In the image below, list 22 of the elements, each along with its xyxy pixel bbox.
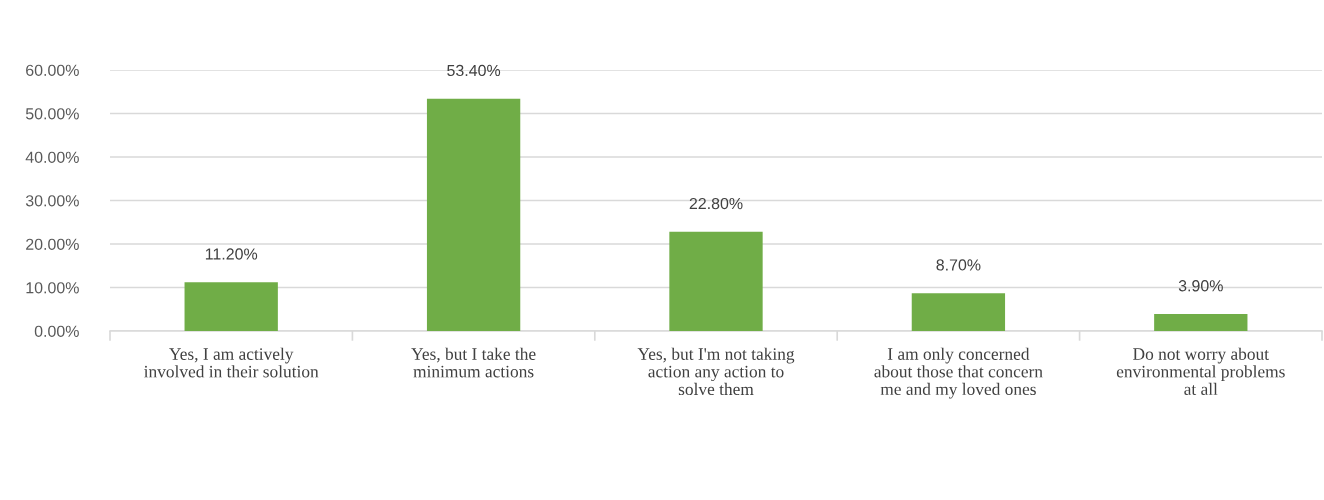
- bar: [911, 293, 1006, 331]
- x-tick-label: Yes, but I'm not taking action any action to solve them: [637, 347, 795, 396]
- data-label: 3.90%: [1178, 280, 1223, 292]
- y-tick-label: 10.00%: [26, 282, 79, 294]
- bar: [1154, 314, 1248, 331]
- y-tick-label: 30.00%: [25, 195, 79, 207]
- data-label: 53.40%: [447, 64, 501, 77]
- y-tick-label: 0.00%: [34, 325, 79, 337]
- x-tick-label: Yes, I am actively involved in their solution: [144, 347, 319, 378]
- data-label: 22.80%: [689, 197, 743, 210]
- x-tick-label: Do not worry about environmental problems at all: [1116, 347, 1285, 396]
- bar: [426, 98, 521, 331]
- data-label: 11.20%: [205, 248, 258, 260]
- y-tick-label: 40.00%: [25, 151, 79, 163]
- y-tick-label: 50.00%: [25, 108, 79, 120]
- x-tick-label: Yes, but I take the minimum actions: [411, 347, 536, 378]
- bar: [184, 282, 278, 331]
- bar: [669, 231, 763, 331]
- x-tick-label: I am only concerned about those that concern me and my loved ones: [874, 347, 1043, 399]
- y-tick-label: 20.00%: [26, 238, 79, 250]
- data-label: 8.70%: [936, 259, 981, 271]
- y-tick-label: 60.00%: [26, 64, 79, 76]
